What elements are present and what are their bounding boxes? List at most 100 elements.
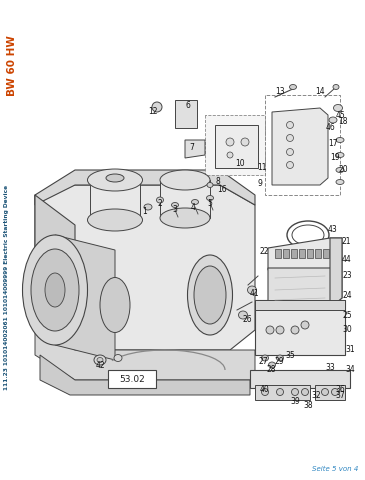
Text: 28: 28 (266, 365, 276, 374)
Polygon shape (90, 180, 140, 220)
Text: 3: 3 (173, 205, 177, 215)
Text: 32: 32 (311, 391, 321, 399)
Polygon shape (35, 195, 75, 350)
Bar (315, 249, 321, 258)
Bar (108, 370, 156, 388)
Ellipse shape (266, 326, 274, 334)
Polygon shape (315, 385, 345, 400)
Text: 2: 2 (158, 200, 162, 208)
Polygon shape (268, 238, 342, 270)
Ellipse shape (292, 388, 299, 396)
Text: 44: 44 (341, 255, 351, 264)
Ellipse shape (301, 321, 309, 329)
Ellipse shape (207, 195, 214, 201)
Text: 21: 21 (341, 238, 351, 247)
Polygon shape (215, 125, 258, 168)
Polygon shape (268, 258, 342, 308)
Ellipse shape (207, 182, 213, 188)
Text: 8: 8 (216, 178, 220, 187)
Polygon shape (160, 180, 210, 218)
Polygon shape (255, 385, 310, 400)
Ellipse shape (114, 355, 122, 361)
Ellipse shape (144, 204, 152, 210)
Ellipse shape (329, 117, 337, 123)
Text: 42: 42 (95, 360, 105, 370)
Ellipse shape (238, 311, 247, 319)
Text: 5: 5 (208, 199, 212, 207)
Ellipse shape (261, 388, 269, 396)
Ellipse shape (287, 121, 293, 129)
Polygon shape (205, 115, 265, 175)
Ellipse shape (291, 326, 299, 334)
Text: 36: 36 (335, 385, 345, 395)
Ellipse shape (192, 200, 199, 204)
Text: 33: 33 (325, 363, 335, 372)
Text: 38: 38 (303, 400, 313, 409)
Text: 24: 24 (342, 290, 352, 300)
Text: BW 60 HW: BW 60 HW (7, 35, 17, 96)
Ellipse shape (23, 235, 88, 345)
Ellipse shape (247, 286, 257, 294)
Polygon shape (35, 170, 255, 205)
Text: 37: 37 (335, 392, 345, 400)
Text: 20: 20 (338, 166, 348, 175)
Text: 6: 6 (185, 100, 191, 109)
Polygon shape (255, 300, 345, 310)
Text: 40: 40 (260, 385, 270, 395)
Text: 22: 22 (259, 248, 269, 256)
Ellipse shape (336, 153, 344, 157)
Text: 43: 43 (328, 226, 338, 235)
Text: 111.23 101014002061 101014009999 Electric Starting Device: 111.23 101014002061 101014009999 Electri… (4, 185, 9, 390)
Ellipse shape (157, 197, 164, 203)
Text: 30: 30 (342, 325, 352, 335)
Ellipse shape (331, 388, 338, 396)
Ellipse shape (241, 138, 249, 146)
Ellipse shape (94, 355, 106, 365)
Text: 13: 13 (275, 87, 285, 96)
Ellipse shape (289, 84, 296, 89)
Text: 46: 46 (325, 122, 335, 132)
Polygon shape (55, 235, 115, 360)
Text: 10: 10 (235, 158, 245, 168)
Bar (307, 249, 313, 258)
Polygon shape (255, 300, 345, 355)
Text: 26: 26 (242, 314, 252, 324)
Text: 9: 9 (258, 179, 262, 188)
Ellipse shape (322, 388, 328, 396)
Polygon shape (35, 185, 255, 350)
Polygon shape (185, 140, 205, 158)
Polygon shape (250, 370, 350, 388)
Ellipse shape (160, 208, 210, 228)
Ellipse shape (269, 362, 276, 368)
Text: 41: 41 (249, 289, 259, 299)
Ellipse shape (227, 152, 233, 158)
Text: 19: 19 (330, 154, 340, 163)
Ellipse shape (100, 277, 130, 333)
Text: 1: 1 (143, 207, 147, 216)
Bar (275, 249, 281, 258)
Polygon shape (40, 355, 250, 395)
Ellipse shape (188, 255, 233, 335)
Text: 14: 14 (315, 86, 325, 96)
Ellipse shape (287, 161, 293, 168)
Ellipse shape (261, 355, 269, 361)
Text: 16: 16 (217, 185, 227, 194)
Text: 7: 7 (189, 144, 195, 153)
Ellipse shape (277, 388, 284, 396)
Bar (291, 249, 297, 258)
Ellipse shape (160, 170, 210, 190)
Text: 23: 23 (342, 271, 352, 279)
Ellipse shape (277, 355, 284, 361)
Ellipse shape (287, 148, 293, 156)
Ellipse shape (276, 326, 284, 334)
Text: 4: 4 (191, 203, 195, 212)
Text: 27: 27 (258, 358, 268, 367)
Ellipse shape (194, 266, 226, 324)
Ellipse shape (152, 102, 162, 112)
Polygon shape (330, 238, 342, 308)
Ellipse shape (88, 169, 142, 191)
Bar (299, 249, 305, 258)
Ellipse shape (31, 249, 79, 331)
Ellipse shape (333, 84, 339, 89)
Ellipse shape (97, 358, 103, 362)
